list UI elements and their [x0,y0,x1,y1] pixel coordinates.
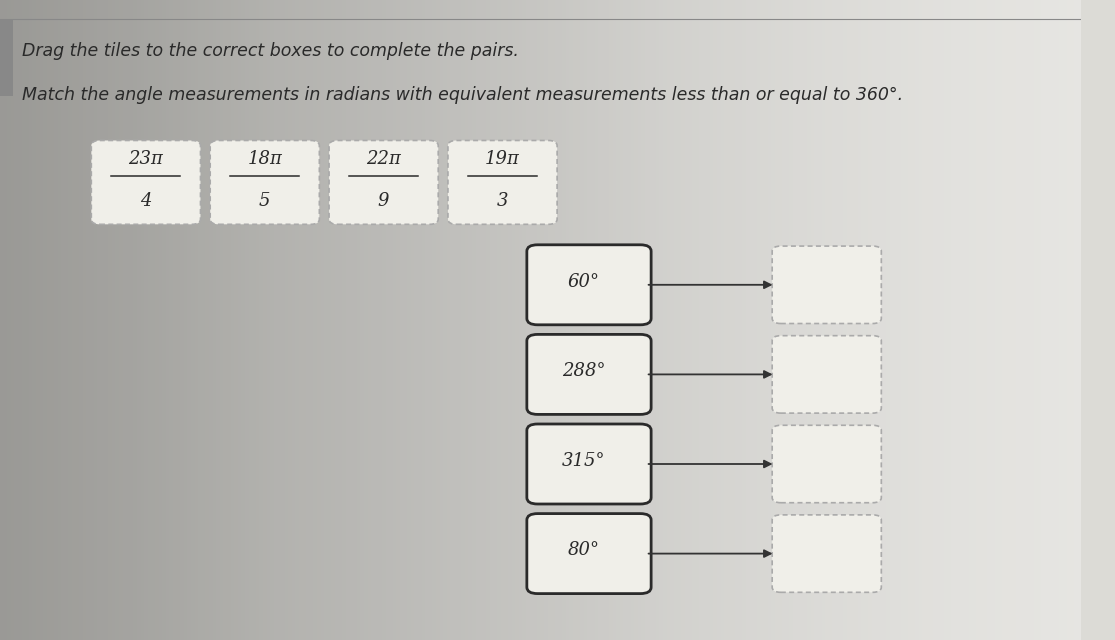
FancyBboxPatch shape [91,141,201,225]
Text: Match the angle measurements in radians with equivalent measurements less than o: Match the angle measurements in radians … [21,86,903,104]
Text: 18π: 18π [248,150,282,168]
FancyBboxPatch shape [527,513,651,594]
FancyBboxPatch shape [773,336,881,413]
Text: 19π: 19π [485,150,520,168]
Text: 22π: 22π [366,150,401,168]
Text: 288°: 288° [562,362,605,380]
Text: 9: 9 [378,192,389,210]
Text: 60°: 60° [568,273,600,291]
FancyBboxPatch shape [448,141,558,225]
FancyBboxPatch shape [0,19,13,96]
FancyBboxPatch shape [773,246,881,324]
Text: 4: 4 [140,192,152,210]
FancyBboxPatch shape [329,141,438,225]
Text: 23π: 23π [128,150,163,168]
Text: 80°: 80° [568,541,600,559]
Text: Drag the tiles to the correct boxes to complete the pairs.: Drag the tiles to the correct boxes to c… [21,42,518,60]
FancyBboxPatch shape [211,141,319,225]
Text: 3: 3 [497,192,508,210]
Text: 5: 5 [259,192,271,210]
Text: 315°: 315° [562,452,605,470]
FancyBboxPatch shape [773,515,881,593]
FancyBboxPatch shape [773,426,881,503]
FancyBboxPatch shape [527,244,651,325]
FancyBboxPatch shape [527,335,651,415]
FancyBboxPatch shape [527,424,651,504]
